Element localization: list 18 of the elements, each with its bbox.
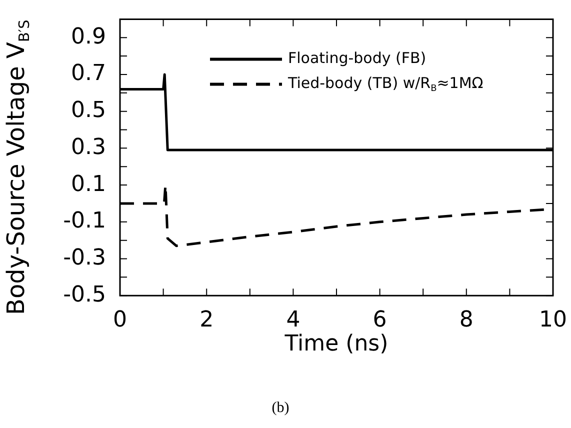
x-tick-label: 6 <box>372 308 387 333</box>
y-tick-label: 0.3 <box>71 134 106 160</box>
y-tick-label: 0.9 <box>71 24 106 50</box>
text: (b) <box>272 400 290 416</box>
x-tick-label: 2 <box>200 308 214 333</box>
x-tick-label: 0 <box>113 308 127 333</box>
y-tick-label: -0.5 <box>63 282 106 308</box>
x-tick-label: 8 <box>459 308 474 333</box>
y-tick-label: 0.5 <box>71 98 106 124</box>
x-tick-label: 10 <box>539 308 568 333</box>
y-tick-label: 0.7 <box>71 61 106 86</box>
legend-label: Floating-body (FB) <box>288 49 426 68</box>
y-tick-label: -0.1 <box>63 208 106 234</box>
y-tick-label: 0.1 <box>71 172 106 197</box>
y-tick-label: -0.3 <box>63 245 106 270</box>
x-tick-label: 4 <box>286 308 300 333</box>
y-axis-title: Body-Source Voltage VB′S <box>2 20 33 316</box>
x-axis-title: Time (ns) <box>284 332 388 357</box>
